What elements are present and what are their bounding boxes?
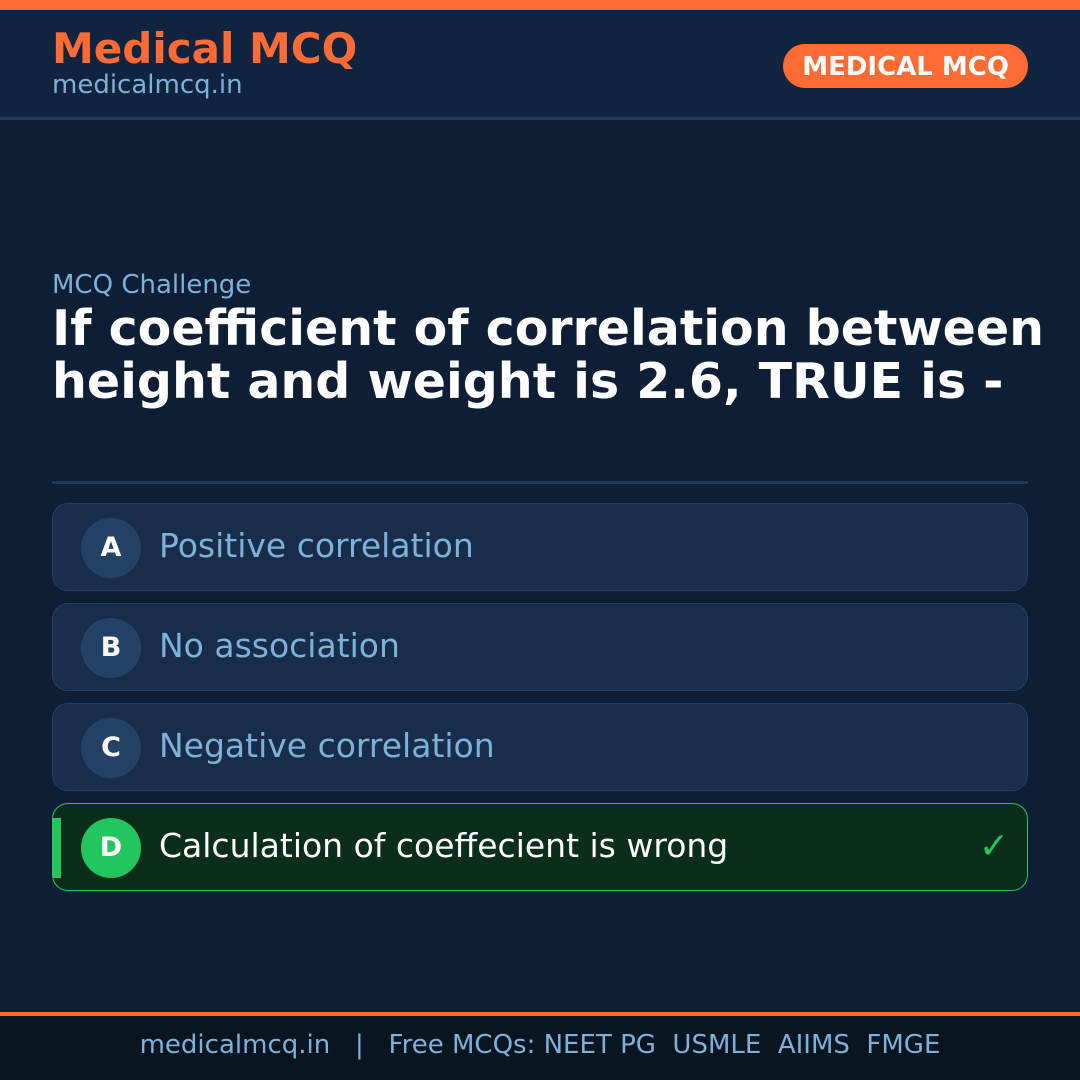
option-letter: C	[81, 718, 141, 778]
option-d-correct[interactable]: D Calculation of coeffecient is wrong ✓	[52, 803, 1028, 891]
brand-badge: MEDICAL MCQ	[783, 44, 1028, 88]
divider	[52, 481, 1028, 484]
kicker-label: MCQ Challenge	[52, 270, 252, 300]
option-text: Negative correlation	[159, 726, 495, 765]
site-url: medicalmcq.in	[52, 70, 243, 100]
footer-accent-bar	[0, 1012, 1080, 1016]
option-letter: A	[81, 518, 141, 578]
brand-title: Medical MCQ	[52, 24, 358, 73]
option-a[interactable]: A Positive correlation	[52, 503, 1028, 591]
option-c[interactable]: C Negative correlation	[52, 703, 1028, 791]
option-text: No association	[159, 626, 400, 665]
option-letter: D	[81, 818, 141, 878]
question-text: If coefficient of correlation between he…	[52, 300, 1044, 410]
footer-text: medicalmcq.in | Free MCQs: NEET PG USMLE…	[0, 1016, 1080, 1080]
correct-indicator-bar	[53, 818, 61, 878]
option-text: Positive correlation	[159, 526, 474, 565]
option-letter: B	[81, 618, 141, 678]
header: Medical MCQ medicalmcq.in MEDICAL MCQ	[0, 10, 1080, 120]
option-b[interactable]: B No association	[52, 603, 1028, 691]
checkmark-icon: ✓	[978, 826, 1009, 867]
accent-bar	[0, 0, 1080, 10]
option-text: Calculation of coeffecient is wrong	[159, 826, 729, 865]
